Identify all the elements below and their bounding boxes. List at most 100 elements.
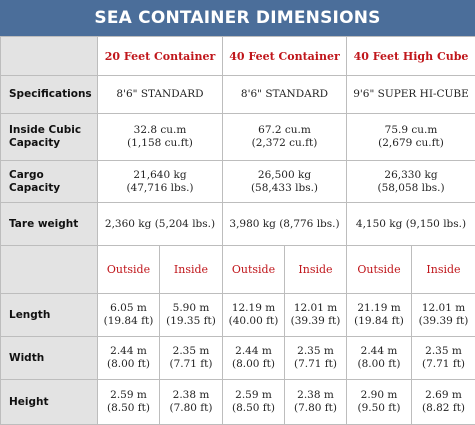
column-header-20ft: 20 Feet Container: [98, 37, 223, 76]
cell-width-20ft-outside: 2.44 m (8.00 ft): [98, 337, 160, 380]
cell-value-secondary: (7.71 ft): [287, 358, 344, 371]
cell-value: 2.69 m: [414, 389, 473, 402]
cell-value-secondary: (8.00 ft): [225, 358, 282, 371]
table-row-inside-cubic: Inside Cubic Capacity 32.8 cu.m (1,158 c…: [1, 114, 475, 161]
cell-value: 12.01 m: [287, 302, 344, 315]
cell-value-secondary: (47,716 lbs.): [100, 182, 220, 195]
cell-value-secondary: (7.71 ft): [414, 358, 473, 371]
table-row-length: Length 6.05 m (19.84 ft) 5.90 m (19.35 f…: [1, 294, 475, 337]
cell-length-40ft-inside: 12.01 m (39.39 ft): [285, 294, 347, 337]
cell-cargo-40ft: 26,500 kg (58,433 lbs.): [223, 161, 347, 203]
cell-value: 67.2 cu.m: [225, 124, 344, 137]
subheader-inside: Inside: [285, 246, 347, 294]
cell-value: 2.90 m: [349, 389, 409, 402]
cell-value: 26,330 kg: [349, 169, 473, 182]
cell-height-40ft-hc-outside: 2.90 m (9.50 ft): [347, 380, 412, 425]
table-row-width: Width 2.44 m (8.00 ft) 2.35 m (7.71 ft) …: [1, 337, 475, 380]
cell-value: 2.44 m: [225, 345, 282, 358]
cell-value-secondary: (8.82 ft): [414, 402, 473, 415]
row-label-inside-cubic: Inside Cubic Capacity: [1, 114, 98, 161]
cell-value: 2.59 m: [100, 389, 157, 402]
cell-length-40ft-hc-inside: 12.01 m (39.39 ft): [412, 294, 475, 337]
cell-length-40ft-hc-outside: 21.19 m (19.84 ft): [347, 294, 412, 337]
cell-value: 2.44 m: [100, 345, 157, 358]
cell-value-secondary: (19.84 ft): [349, 315, 409, 328]
subheader-row: Outside Inside Outside Inside Outside In…: [1, 246, 475, 294]
cell-value: 6.05 m: [100, 302, 157, 315]
cell-value-secondary: (58,058 lbs.): [349, 182, 473, 195]
cell-value-secondary: (8.00 ft): [100, 358, 157, 371]
dimensions-table: 20 Feet Container 40 Feet Container 40 F…: [0, 36, 475, 425]
column-header-40ft-high-cube: 40 Feet High Cube: [347, 37, 475, 76]
cell-value: 2.35 m: [414, 345, 473, 358]
cell-length-40ft-outside: 12.19 m (40.00 ft): [223, 294, 285, 337]
cell-length-20ft-inside: 5.90 m (19.35 ft): [160, 294, 223, 337]
cell-value-secondary: (7.80 ft): [162, 402, 220, 415]
cell-height-40ft-hc-inside: 2.69 m (8.82 ft): [412, 380, 475, 425]
cell-height-40ft-inside: 2.38 m (7.80 ft): [285, 380, 347, 425]
cell-tare-20ft: 2,360 kg (5,204 lbs.): [98, 203, 223, 246]
page-title: SEA CONTAINER DIMENSIONS: [0, 0, 475, 36]
cell-value: 21,640 kg: [100, 169, 220, 182]
row-label-tare-weight: Tare weight: [1, 203, 98, 246]
column-header-40ft: 40 Feet Container: [223, 37, 347, 76]
cell-height-20ft-inside: 2.38 m (7.80 ft): [160, 380, 223, 425]
cell-value: 21.19 m: [349, 302, 409, 315]
cell-value-secondary: (19.35 ft): [162, 315, 220, 328]
cell-cubic-20ft: 32.8 cu.m (1,158 cu.ft): [98, 114, 223, 161]
cell-value: 75.9 cu.m: [349, 124, 473, 137]
row-label-width: Width: [1, 337, 98, 380]
cell-value: 26,500 kg: [225, 169, 344, 182]
cell-value: 2.38 m: [287, 389, 344, 402]
row-label-length: Length: [1, 294, 98, 337]
cell-cargo-40ft-hc: 26,330 kg (58,058 lbs.): [347, 161, 475, 203]
cell-tare-40ft: 3,980 kg (8,776 lbs.): [223, 203, 347, 246]
cell-value-secondary: (7.80 ft): [287, 402, 344, 415]
subheader-corner-cell: [1, 246, 98, 294]
subheader-inside: Inside: [412, 246, 475, 294]
table-row-cargo-capacity: Cargo Capacity 21,640 kg (47,716 lbs.) 2…: [1, 161, 475, 203]
cell-height-20ft-outside: 2.59 m (8.50 ft): [98, 380, 160, 425]
cell-value: 2.59 m: [225, 389, 282, 402]
row-label-cargo-capacity: Cargo Capacity: [1, 161, 98, 203]
cell-spec-40ft: 8'6" STANDARD: [223, 76, 347, 114]
cell-cargo-20ft: 21,640 kg (47,716 lbs.): [98, 161, 223, 203]
subheader-outside: Outside: [223, 246, 285, 294]
row-label-specifications: Specifications: [1, 76, 98, 114]
cell-value-secondary: (2,679 cu.ft): [349, 137, 473, 150]
cell-tare-40ft-hc: 4,150 kg (9,150 lbs.): [347, 203, 475, 246]
cell-value: 32.8 cu.m: [100, 124, 220, 137]
cell-value-secondary: (58,433 lbs.): [225, 182, 344, 195]
cell-value: 2.44 m: [349, 345, 409, 358]
table-row-tare-weight: Tare weight 2,360 kg (5,204 lbs.) 3,980 …: [1, 203, 475, 246]
cell-cubic-40ft-hc: 75.9 cu.m (2,679 cu.ft): [347, 114, 475, 161]
cell-value-secondary: (39.39 ft): [287, 315, 344, 328]
cell-value: 2.35 m: [162, 345, 220, 358]
cell-width-20ft-inside: 2.35 m (7.71 ft): [160, 337, 223, 380]
header-corner-cell: [1, 37, 98, 76]
cell-width-40ft-inside: 2.35 m (7.71 ft): [285, 337, 347, 380]
cell-value-secondary: (8.50 ft): [225, 402, 282, 415]
cell-value-secondary: (8.50 ft): [100, 402, 157, 415]
cell-value-secondary: (19.84 ft): [100, 315, 157, 328]
header-row: 20 Feet Container 40 Feet Container 40 F…: [1, 37, 475, 76]
cell-value-secondary: (8.00 ft): [349, 358, 409, 371]
cell-cubic-40ft: 67.2 cu.m (2,372 cu.ft): [223, 114, 347, 161]
subheader-inside: Inside: [160, 246, 223, 294]
cell-value: 5.90 m: [162, 302, 220, 315]
table-row-specifications: Specifications 8'6" STANDARD 8'6" STANDA…: [1, 76, 475, 114]
cell-value: 12.19 m: [225, 302, 282, 315]
cell-value-secondary: (39.39 ft): [414, 315, 473, 328]
cell-value-secondary: (40.00 ft): [225, 315, 282, 328]
cell-width-40ft-outside: 2.44 m (8.00 ft): [223, 337, 285, 380]
cell-length-20ft-outside: 6.05 m (19.84 ft): [98, 294, 160, 337]
cell-value-secondary: (2,372 cu.ft): [225, 137, 344, 150]
cell-spec-40ft-hc: 9'6" SUPER HI-CUBE: [347, 76, 475, 114]
row-label-height: Height: [1, 380, 98, 425]
cell-value-secondary: (7.71 ft): [162, 358, 220, 371]
table-row-height: Height 2.59 m (8.50 ft) 2.38 m (7.80 ft)…: [1, 380, 475, 425]
cell-value: 12.01 m: [414, 302, 473, 315]
cell-spec-20ft: 8'6" STANDARD: [98, 76, 223, 114]
cell-value-secondary: (1,158 cu.ft): [100, 137, 220, 150]
